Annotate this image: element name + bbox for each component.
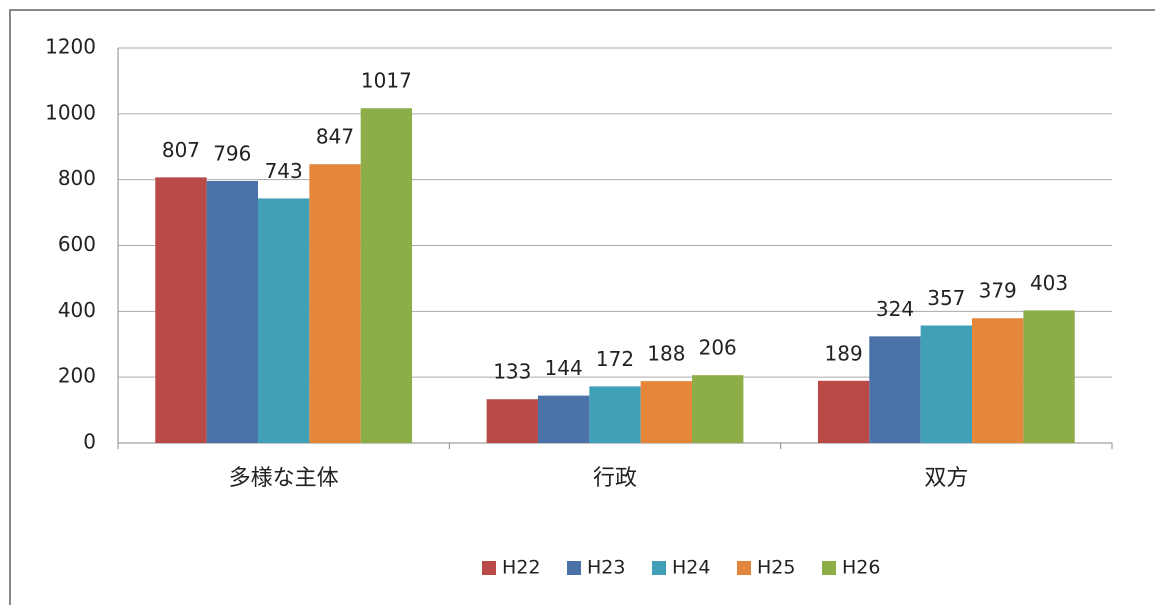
bar bbox=[972, 318, 1024, 443]
y-tick-label: 1200 bbox=[45, 35, 96, 59]
x-tick-label: 双方 bbox=[924, 466, 968, 491]
bar bbox=[486, 399, 538, 443]
bar bbox=[869, 336, 921, 443]
bar bbox=[640, 381, 693, 443]
y-tick-label: 800 bbox=[58, 166, 96, 190]
data-label: 189 bbox=[825, 341, 863, 365]
data-label: 206 bbox=[699, 336, 737, 360]
y-tick-label: 600 bbox=[58, 232, 96, 256]
y-tick-label: 1000 bbox=[45, 100, 96, 124]
y-tick-label: 0 bbox=[83, 430, 96, 454]
x-tick-label: 行政 bbox=[593, 466, 637, 491]
data-label: 133 bbox=[493, 360, 531, 384]
bar bbox=[537, 395, 590, 443]
data-label: 324 bbox=[876, 297, 914, 321]
data-label: 847 bbox=[316, 125, 354, 149]
bar bbox=[206, 180, 258, 443]
legend-swatch bbox=[822, 561, 836, 575]
x-tick-label: 多様な主体 bbox=[229, 466, 339, 491]
legend-label: H24 bbox=[672, 557, 710, 579]
bar bbox=[309, 164, 361, 443]
legend-label: H22 bbox=[502, 557, 540, 579]
data-label: 743 bbox=[265, 159, 303, 183]
data-label: 1017 bbox=[361, 69, 412, 93]
legend-swatch bbox=[482, 561, 496, 575]
bar bbox=[920, 325, 973, 443]
data-label: 144 bbox=[545, 356, 583, 380]
data-label: 403 bbox=[1030, 271, 1068, 295]
y-tick-label: 400 bbox=[58, 298, 96, 322]
legend-swatch bbox=[567, 561, 581, 575]
bar bbox=[692, 375, 744, 443]
bar bbox=[360, 108, 413, 444]
data-label: 379 bbox=[979, 279, 1017, 303]
data-label: 807 bbox=[162, 138, 200, 162]
legend-label: H26 bbox=[842, 557, 880, 579]
legend-swatch bbox=[737, 561, 751, 575]
bar bbox=[257, 198, 310, 443]
bar bbox=[155, 177, 207, 444]
legend-label: H23 bbox=[587, 557, 625, 579]
y-tick-label: 200 bbox=[58, 364, 96, 388]
bar bbox=[1023, 310, 1075, 443]
data-label: 188 bbox=[647, 342, 685, 366]
legend-swatch bbox=[652, 561, 666, 575]
bar bbox=[817, 380, 870, 443]
data-label: 357 bbox=[927, 286, 965, 310]
data-label: 172 bbox=[596, 347, 634, 371]
data-label: 796 bbox=[213, 141, 251, 165]
legend-label: H25 bbox=[757, 557, 795, 579]
bar bbox=[589, 386, 641, 443]
